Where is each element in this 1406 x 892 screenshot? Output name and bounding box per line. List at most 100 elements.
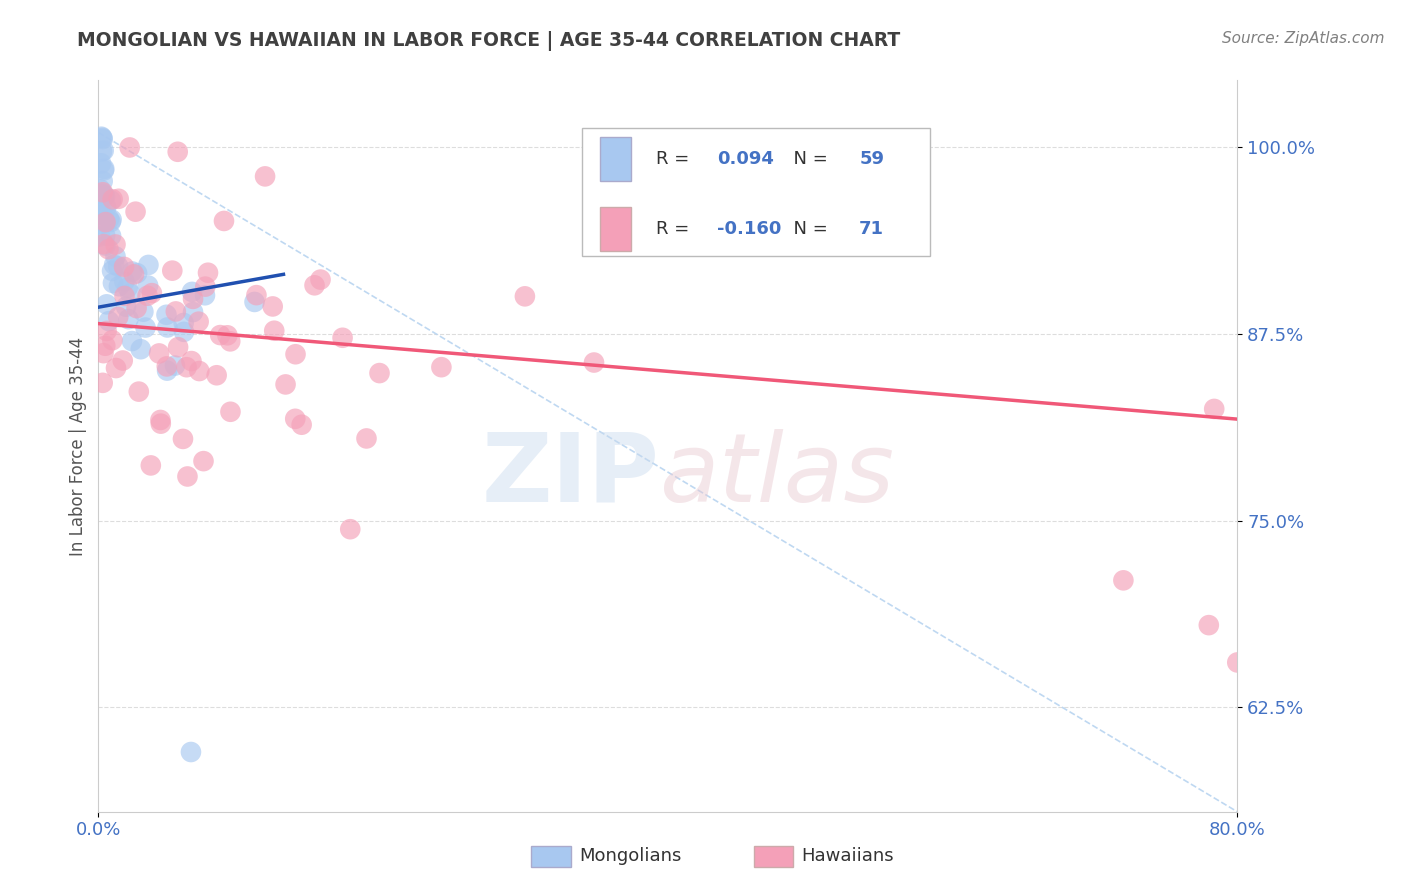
Point (117, 280, 139, 294)
Point (117, 312, 139, 326)
Text: 71: 71 (859, 219, 884, 238)
Point (166, 145, 188, 159)
Point (111, 353, 134, 368)
Point (101, 192, 124, 206)
Point (94, 339, 117, 353)
Point (112, 260, 135, 274)
Point (136, 278, 159, 293)
Point (156, 359, 179, 374)
Point (93, 163, 115, 178)
Text: R =: R = (657, 150, 696, 169)
Point (94, 228, 117, 243)
Point (149, 417, 172, 431)
Point (1226, 656, 1249, 670)
Point (148, 346, 170, 360)
Point (245, 288, 267, 302)
Point (254, 169, 277, 184)
Point (156, 320, 179, 334)
Point (89, 203, 111, 218)
Text: Source: ZipAtlas.com: Source: ZipAtlas.com (1222, 31, 1385, 46)
Point (96, 297, 118, 311)
Point (339, 522, 361, 536)
Point (120, 286, 142, 301)
Point (262, 300, 284, 314)
Point (193, 454, 215, 468)
Point (101, 264, 124, 278)
Point (89, 217, 111, 231)
Point (172, 432, 194, 446)
Point (173, 325, 195, 339)
Point (332, 331, 354, 345)
Point (114, 289, 136, 303)
FancyBboxPatch shape (599, 207, 631, 251)
Point (96, 324, 118, 338)
Point (181, 305, 204, 319)
Point (180, 354, 202, 368)
Point (181, 292, 204, 306)
Point (212, 214, 235, 228)
Point (136, 289, 159, 303)
Point (94, 215, 117, 229)
Point (97, 242, 120, 256)
Point (121, 334, 143, 348)
Point (114, 275, 136, 289)
Point (1204, 401, 1226, 416)
Point (291, 417, 314, 432)
Text: 59: 59 (859, 150, 884, 169)
Point (108, 279, 131, 293)
Point (93, 237, 115, 252)
Text: MONGOLIAN VS HAWAIIAN IN LABOR FORCE | AGE 35-44 CORRELATION CHART: MONGOLIAN VS HAWAIIAN IN LABOR FORCE | A… (77, 31, 901, 51)
Point (91, 131, 114, 145)
Point (118, 140, 141, 154)
Point (96, 200, 118, 214)
Point (274, 377, 297, 392)
Text: -0.160: -0.160 (717, 219, 782, 238)
Point (513, 289, 536, 303)
Text: N =: N = (782, 219, 834, 238)
Point (124, 204, 146, 219)
Point (304, 278, 326, 293)
Point (93, 346, 115, 360)
Point (107, 192, 129, 206)
Point (104, 361, 127, 376)
Point (162, 263, 184, 277)
Text: atlas: atlas (658, 429, 894, 522)
Point (127, 266, 149, 280)
Point (141, 286, 163, 301)
Point (188, 364, 211, 378)
Point (125, 301, 148, 315)
Point (89, 182, 111, 196)
Point (1198, 618, 1220, 632)
Y-axis label: In Labor Force | Age 35-44: In Labor Force | Age 35-44 (69, 336, 87, 556)
Point (205, 368, 228, 383)
Point (197, 266, 219, 280)
Point (155, 308, 177, 322)
Point (219, 405, 242, 419)
Point (104, 237, 127, 252)
Text: 0.094: 0.094 (717, 150, 773, 169)
Point (91, 186, 114, 200)
Point (91, 174, 114, 188)
Point (107, 260, 129, 274)
Point (582, 355, 605, 369)
Point (181, 285, 204, 299)
Point (165, 304, 187, 318)
Point (180, 745, 202, 759)
Point (284, 412, 307, 426)
Point (93, 188, 115, 202)
Point (98, 212, 121, 227)
Point (194, 288, 217, 302)
Point (129, 342, 152, 356)
Point (187, 315, 209, 329)
Point (100, 215, 122, 229)
Point (128, 384, 150, 399)
Point (90, 129, 112, 144)
Point (121, 264, 143, 278)
Point (356, 432, 378, 446)
Point (100, 228, 122, 243)
Point (173, 316, 195, 330)
Text: Mongolians: Mongolians (579, 847, 682, 865)
Point (90, 208, 112, 222)
Point (97, 314, 120, 328)
Point (209, 328, 232, 343)
